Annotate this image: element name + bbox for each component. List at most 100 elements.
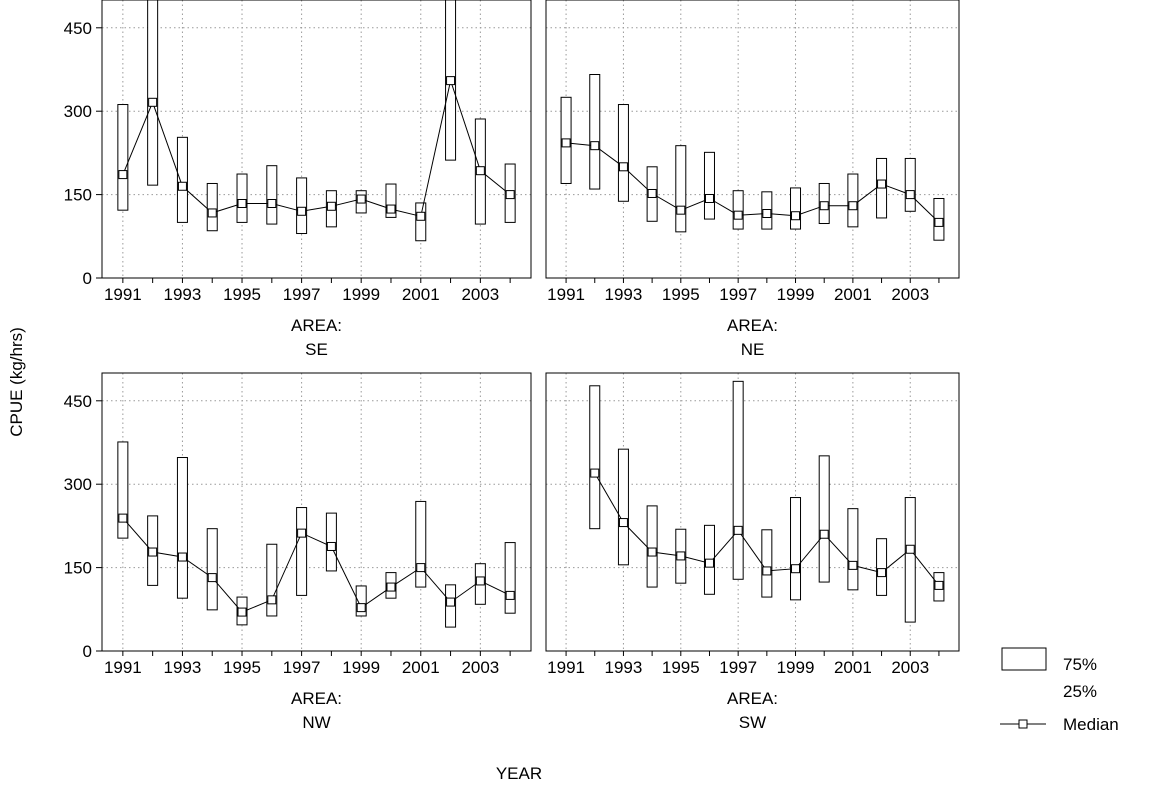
legend: 75% 25% Median — [1000, 647, 1119, 734]
median-marker-nw-1999 — [356, 603, 366, 613]
panel-nw-data — [117, 441, 516, 628]
median-marker-se-1997 — [297, 206, 307, 216]
median-marker-sw-1995 — [676, 551, 686, 561]
median-marker-nw-2002 — [446, 597, 456, 607]
median-marker-se-1996 — [267, 198, 277, 208]
box-sw-1998 — [761, 529, 773, 598]
box-se-2001 — [415, 202, 427, 242]
box-sw-1992 — [589, 385, 601, 530]
y-tick-label-300: 300 — [64, 475, 92, 494]
median-line-nw — [122, 517, 511, 613]
box-nw-1994 — [206, 528, 218, 611]
box-ne-2001 — [847, 173, 859, 228]
y-tick-label-450: 450 — [64, 19, 92, 38]
median-marker-ne-1996 — [704, 193, 714, 203]
legend-box-top-label: 75% — [1063, 655, 1097, 674]
median-marker-nw-1993 — [177, 552, 187, 562]
y-tick-label-150: 150 — [64, 559, 92, 578]
y-tick-label-0: 0 — [83, 642, 92, 661]
box-se-1993 — [176, 136, 188, 223]
x-tick-label-1999: 1999 — [342, 285, 380, 304]
box-nw-2001 — [415, 500, 427, 588]
legend-median-marker — [1018, 719, 1028, 729]
median-marker-se-2000 — [386, 204, 396, 214]
box-se-1994 — [206, 182, 218, 232]
median-marker-sw-1996 — [704, 558, 714, 568]
median-marker-se-1992 — [148, 97, 158, 107]
median-marker-ne-2001 — [848, 201, 858, 211]
panel-area-name: NE — [741, 340, 765, 359]
median-marker-sw-2002 — [877, 568, 887, 578]
median-marker-ne-1999 — [791, 211, 801, 221]
y-tick-label-0: 0 — [83, 269, 92, 288]
panel-nw: 0 150 300 450 1991 1993 1995 1997 1999 2001 2003 AR… — [64, 372, 532, 732]
x-tick-label-2001: 2001 — [834, 285, 872, 304]
median-marker-sw-2001 — [848, 560, 858, 570]
x-tick-label-1991: 1991 — [547, 285, 585, 304]
box-nw-1999 — [355, 585, 367, 617]
box-sw-2001 — [847, 508, 859, 591]
median-marker-se-1991 — [118, 170, 128, 180]
panel-area-prefix: AREA: — [291, 316, 342, 335]
y-axis-label: CPUE (kg/hrs) — [7, 327, 26, 437]
median-marker-sw-1998 — [762, 566, 772, 576]
box-ne-1993 — [617, 104, 629, 202]
x-tick-label-1997: 1997 — [719, 285, 757, 304]
panel-area-name: SE — [305, 340, 328, 359]
x-axis-label: YEAR — [496, 764, 542, 783]
box-sw-2003 — [904, 497, 916, 623]
x-tick-label-1995: 1995 — [662, 658, 700, 677]
median-marker-se-2001 — [416, 211, 426, 221]
panel-area-prefix: AREA: — [727, 689, 778, 708]
median-marker-nw-2001 — [416, 563, 426, 573]
panel-area-prefix: AREA: — [727, 316, 778, 335]
median-marker-se-1994 — [207, 208, 217, 218]
y-tick-label-450: 450 — [64, 392, 92, 411]
panel-ne: 1991 1993 1995 1997 1999 2001 2003 AREA: NE — [545, 0, 960, 359]
panel-sw: 1991 1993 1995 1997 1999 2001 2003 AREA: SW — [545, 372, 960, 732]
x-tick-label-1997: 1997 — [719, 658, 757, 677]
box-se-2000 — [385, 183, 397, 218]
median-marker-se-1999 — [356, 194, 366, 204]
box-nw-1996 — [266, 543, 278, 617]
box-sw-1993 — [617, 448, 629, 566]
box-sw-1994 — [646, 505, 658, 588]
legend-median-label: Median — [1063, 715, 1119, 734]
box-nw-1997 — [296, 507, 308, 596]
median-marker-se-2003 — [475, 166, 485, 176]
legend-box-bottom-label: 25% — [1063, 682, 1097, 701]
x-tick-label-2003: 2003 — [461, 658, 499, 677]
panel-ne-data — [560, 74, 945, 241]
x-tick-label-1993: 1993 — [164, 285, 202, 304]
median-marker-se-1995 — [237, 198, 247, 208]
box-ne-1996 — [703, 151, 715, 220]
box-ne-1997 — [732, 190, 744, 230]
x-tick-label-1993: 1993 — [605, 658, 643, 677]
box-sw-1997 — [732, 380, 744, 580]
median-marker-nw-1996 — [267, 595, 277, 605]
median-marker-nw-1992 — [148, 547, 158, 557]
box-nw-1993 — [176, 457, 188, 599]
x-tick-label-1999: 1999 — [777, 658, 815, 677]
box-ne-2003 — [904, 157, 916, 212]
median-marker-sw-1992 — [590, 468, 600, 478]
median-marker-sw-1993 — [618, 518, 628, 528]
median-marker-sw-1997 — [733, 525, 743, 535]
box-nw-2004 — [504, 542, 516, 614]
median-line-ne — [566, 142, 940, 223]
x-tick-label-1991: 1991 — [104, 658, 142, 677]
box-ne-1992 — [589, 74, 601, 190]
x-tick-label-2001: 2001 — [402, 285, 440, 304]
median-marker-se-2002 — [446, 76, 456, 86]
box-se-1997 — [296, 177, 308, 235]
x-tick-label-1995: 1995 — [223, 658, 261, 677]
median-line-se — [122, 78, 511, 217]
box-sw-2000 — [818, 455, 830, 583]
median-marker-nw-1994 — [207, 573, 217, 583]
panel-frame-se — [101, 0, 532, 279]
median-marker-ne-1993 — [618, 162, 628, 172]
x-tick-label-1997: 1997 — [283, 658, 321, 677]
x-tick-label-1999: 1999 — [342, 658, 380, 677]
median-marker-nw-2000 — [386, 582, 396, 592]
